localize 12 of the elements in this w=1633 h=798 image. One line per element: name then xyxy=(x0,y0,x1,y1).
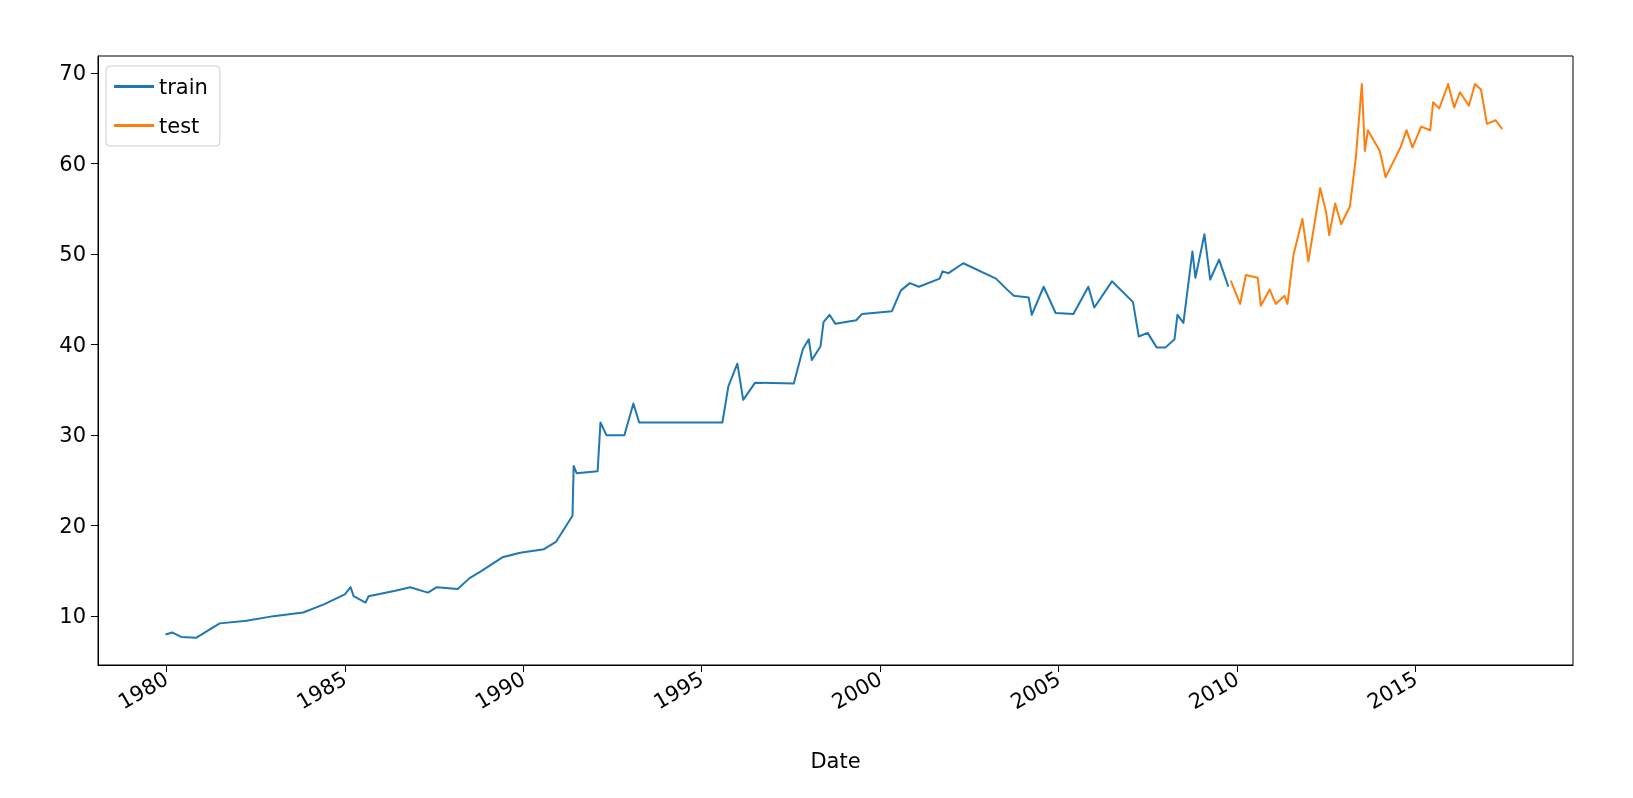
y-tick-label: 60 xyxy=(59,151,86,176)
line-series xyxy=(1230,83,1503,307)
legend-label: train xyxy=(159,74,208,99)
legend-label: test xyxy=(159,113,200,138)
y-tick-label: 40 xyxy=(59,332,86,357)
y-tick-label: 20 xyxy=(59,513,86,538)
line-series xyxy=(165,233,1230,639)
y-tick-label: 50 xyxy=(59,242,86,267)
x-axis-title: Date xyxy=(810,748,861,773)
y-tick-label: 10 xyxy=(59,604,86,629)
y-tick-label: 70 xyxy=(59,61,86,86)
y-tick-label: 30 xyxy=(59,423,86,448)
